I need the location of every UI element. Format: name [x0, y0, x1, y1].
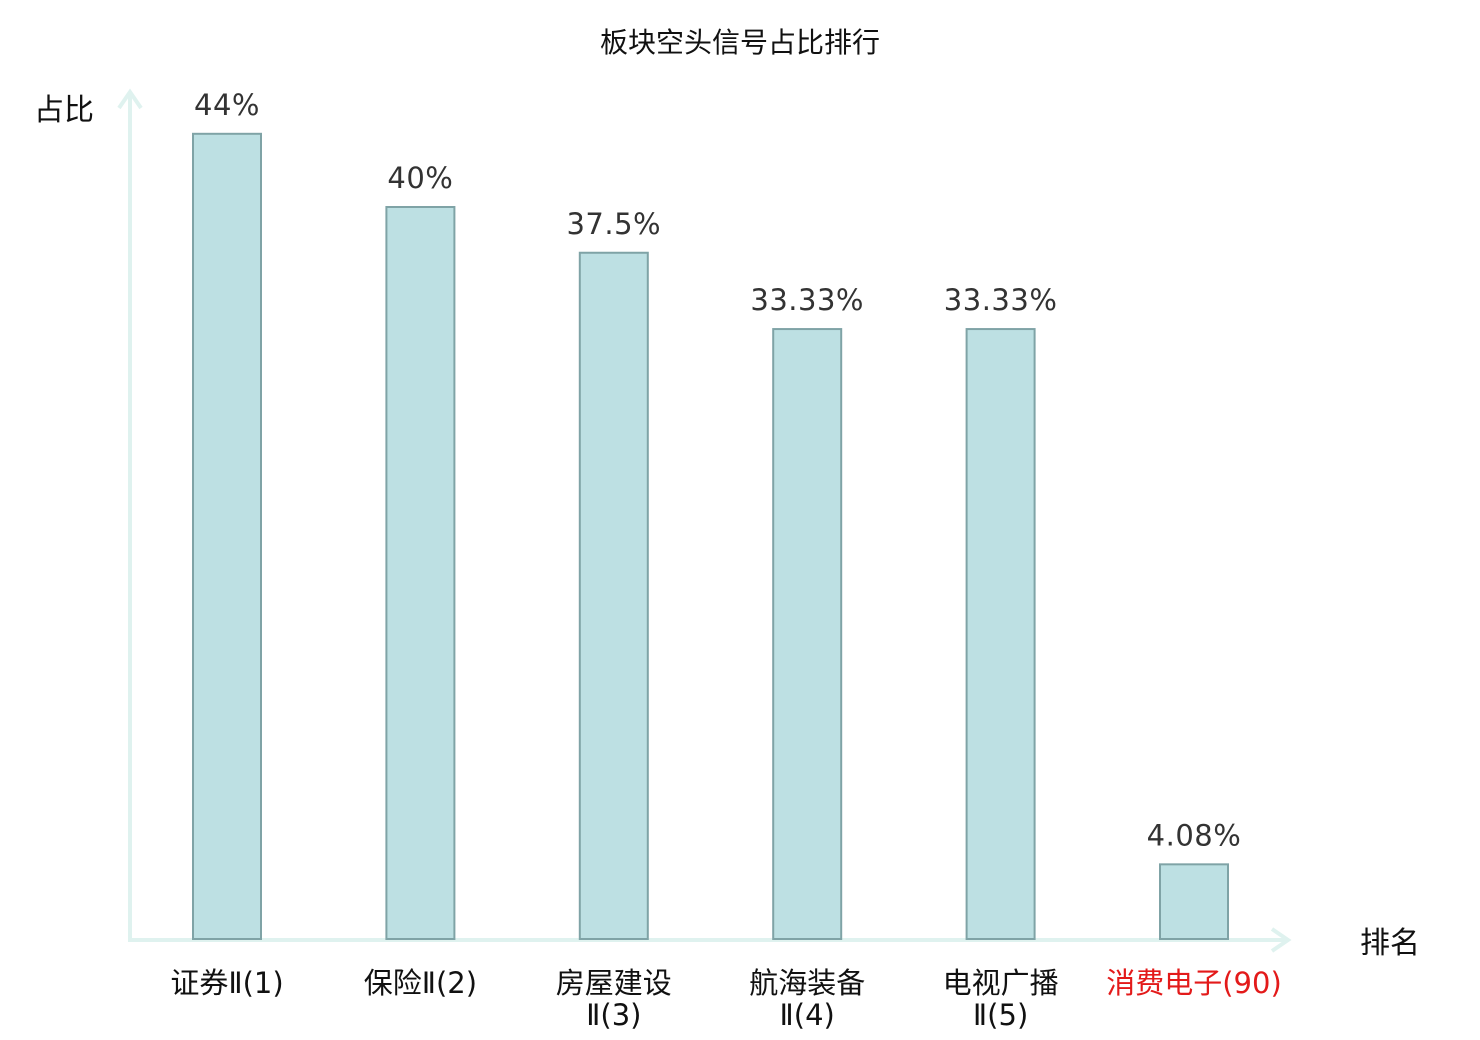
bar	[965, 328, 1036, 941]
bar-value-label: 40%	[387, 161, 453, 195]
axes	[117, 88, 1292, 953]
category-label: 房屋建设	[556, 966, 672, 1000]
bar	[1159, 863, 1229, 940]
category-label: 证券Ⅱ(1)	[170, 966, 283, 1000]
bars-group	[192, 132, 1229, 941]
y-axis-label: 占比	[34, 93, 94, 128]
x-axis-arrow	[1270, 927, 1292, 953]
category-label: 航海装备	[749, 966, 865, 1000]
bar-value-label: 33.33%	[944, 283, 1058, 317]
bar	[385, 206, 456, 940]
bar	[578, 251, 649, 940]
category-label: 消费电子(90)	[1106, 966, 1282, 1000]
bar	[192, 132, 262, 941]
x-axis-label: 排名	[1360, 926, 1420, 961]
category-label: Ⅱ(5)	[973, 998, 1028, 1032]
category-label: Ⅱ(3)	[586, 998, 641, 1032]
bar	[772, 328, 843, 941]
bar-value-label: 33.33%	[750, 283, 864, 317]
value-labels-group: 44% 40% 37.5% 33.33% 33.33% 4.08%	[194, 88, 1241, 853]
bar-value-label: 37.5%	[566, 207, 661, 241]
bar-value-label: 44%	[194, 88, 260, 122]
chart-title: 板块空头信号占比排行	[600, 26, 880, 59]
y-axis-arrow	[117, 88, 143, 110]
bar-value-label: 4.08%	[1147, 818, 1242, 852]
category-label: Ⅱ(4)	[780, 998, 835, 1032]
category-label: 保险Ⅱ(2)	[364, 966, 477, 1000]
category-label: 电视广播	[943, 966, 1059, 1000]
